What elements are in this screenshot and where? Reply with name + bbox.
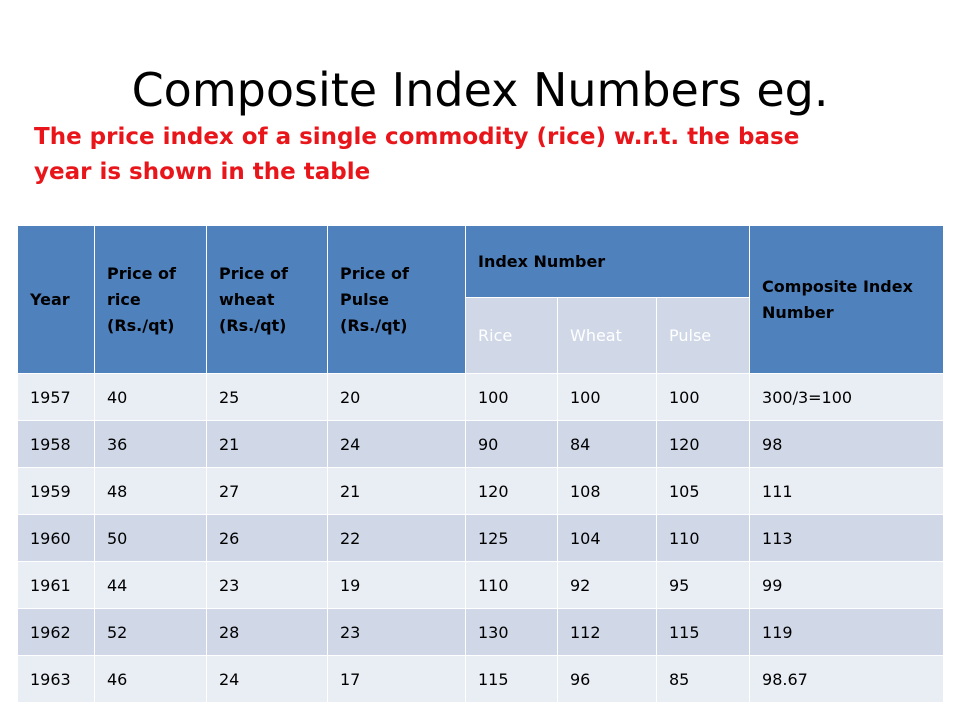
cell-composite-index: 98.67 xyxy=(749,655,945,703)
table-row: 1960 50 26 22 125 104 110 113 xyxy=(17,514,945,562)
cell-rice-price: 36 xyxy=(94,420,207,468)
cell-wheat-index: 96 xyxy=(557,655,657,703)
cell-pulse-index: 105 xyxy=(655,467,751,515)
cell-pulse-price: 23 xyxy=(327,608,466,656)
cell-rice-price: 48 xyxy=(94,467,207,515)
cell-pulse-index: 115 xyxy=(655,608,751,656)
cell-year: 1960 xyxy=(17,514,95,562)
header-wheat-price: Price of wheat (Rs./qt) xyxy=(206,225,328,374)
cell-composite-index: 119 xyxy=(749,608,945,656)
cell-pulse-index: 110 xyxy=(655,514,751,562)
cell-pulse-price: 24 xyxy=(327,420,466,468)
table-row: 1958 36 21 24 90 84 120 98 xyxy=(17,420,945,468)
header-rice-price-line: (Rs./qt) xyxy=(107,315,175,335)
cell-rice-index: 115 xyxy=(465,655,558,703)
cell-pulse-price: 20 xyxy=(327,373,466,421)
cell-wheat-price: 27 xyxy=(206,467,328,515)
cell-wheat-price: 23 xyxy=(206,561,328,609)
header-pulse-price: Price of Pulse (Rs./qt) xyxy=(327,225,466,374)
cell-pulse-index: 100 xyxy=(655,373,751,421)
table-row: 1959 48 27 21 120 108 105 111 xyxy=(17,467,945,515)
cell-wheat-index: 84 xyxy=(557,420,657,468)
cell-year: 1961 xyxy=(17,561,95,609)
header-wheat-price-line: (Rs./qt) xyxy=(219,315,287,335)
cell-rice-price: 50 xyxy=(94,514,207,562)
cell-wheat-price: 24 xyxy=(206,655,328,703)
header-wheat-price-line: wheat xyxy=(219,289,275,309)
cell-wheat-price: 28 xyxy=(206,608,328,656)
cell-pulse-price: 22 xyxy=(327,514,466,562)
cell-year: 1958 xyxy=(17,420,95,468)
header-rice-price: Price of rice (Rs./qt) xyxy=(94,225,207,374)
header-composite-line: Number xyxy=(762,302,834,322)
header-pulse-price-line: (Rs./qt) xyxy=(340,315,408,335)
cell-pulse-price: 21 xyxy=(327,467,466,515)
cell-wheat-index: 100 xyxy=(557,373,657,421)
cell-pulse-price: 17 xyxy=(327,655,466,703)
subheader-pulse: Pulse xyxy=(655,297,751,374)
header-composite: Composite Index Number xyxy=(749,225,945,374)
slide-subtitle: The price index of a single commodity (r… xyxy=(34,120,914,190)
cell-composite-index: 111 xyxy=(749,467,945,515)
cell-rice-price: 52 xyxy=(94,608,207,656)
cell-composite-index: 98 xyxy=(749,420,945,468)
header-pulse-price-line: Price of xyxy=(340,263,409,283)
header-index-number: Index Number xyxy=(464,225,751,298)
cell-rice-index: 125 xyxy=(465,514,558,562)
cell-rice-index: 100 xyxy=(465,373,558,421)
cell-rice-index: 110 xyxy=(465,561,558,609)
cell-rice-price: 46 xyxy=(94,655,207,703)
subtitle-line-2: year is shown in the table xyxy=(34,159,371,185)
cell-rice-price: 44 xyxy=(94,561,207,609)
cell-composite-index: 99 xyxy=(749,561,945,609)
subheader-rice: Rice xyxy=(465,297,558,374)
cell-wheat-price: 21 xyxy=(206,420,328,468)
cell-year: 1957 xyxy=(17,373,95,421)
cell-composite-index: 113 xyxy=(749,514,945,562)
subheader-wheat: Wheat xyxy=(557,297,657,374)
cell-wheat-price: 26 xyxy=(206,514,328,562)
table-row: 1963 46 24 17 115 96 85 98.67 xyxy=(17,655,945,703)
cell-rice-index: 130 xyxy=(465,608,558,656)
cell-rice-index: 120 xyxy=(465,467,558,515)
cell-pulse-index: 120 xyxy=(655,420,751,468)
table-row: 1962 52 28 23 130 112 115 119 xyxy=(17,608,945,656)
cell-pulse-index: 95 xyxy=(655,561,751,609)
cell-composite-index: 300/3=100 xyxy=(749,373,945,421)
cell-rice-index: 90 xyxy=(465,420,558,468)
header-rice-price-line: rice xyxy=(107,289,141,309)
header-year: Year xyxy=(17,225,95,374)
index-table: Year Price of rice (Rs./qt) Price of whe… xyxy=(17,225,945,703)
cell-pulse-index: 85 xyxy=(655,655,751,703)
subtitle-line-1: The price index of a single commodity (r… xyxy=(34,124,800,150)
table-body: 1957 40 25 20 100 100 100 300/3=100 1958 36 21 24 90… xyxy=(17,373,945,703)
header-wheat-price-line: Price of xyxy=(219,263,288,283)
cell-year: 1963 xyxy=(17,655,95,703)
cell-year: 1959 xyxy=(17,467,95,515)
cell-wheat-index: 108 xyxy=(557,467,657,515)
header-rice-price-line: Price of xyxy=(107,263,176,283)
cell-wheat-index: 92 xyxy=(557,561,657,609)
cell-wheat-index: 104 xyxy=(557,514,657,562)
header-composite-line: Composite Index xyxy=(762,276,913,296)
cell-wheat-price: 25 xyxy=(206,373,328,421)
table-row: 1961 44 23 19 110 92 95 99 xyxy=(17,561,945,609)
cell-year: 1962 xyxy=(17,608,95,656)
table-row: 1957 40 25 20 100 100 100 300/3=100 xyxy=(17,373,945,421)
cell-rice-price: 40 xyxy=(94,373,207,421)
slide-title: Composite Index Numbers eg. xyxy=(131,63,829,117)
header-pulse-price-line: Pulse xyxy=(340,289,389,309)
cell-pulse-price: 19 xyxy=(327,561,466,609)
cell-wheat-index: 112 xyxy=(557,608,657,656)
